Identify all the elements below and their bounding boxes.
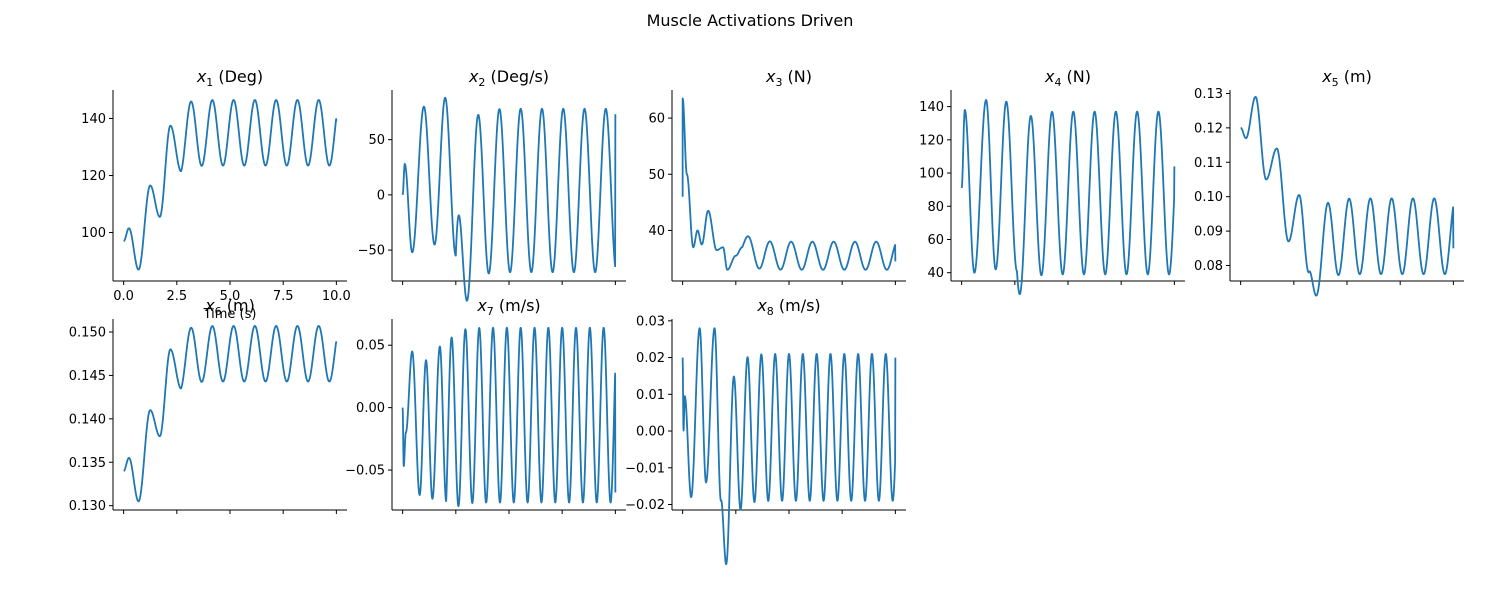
- title-unit: (m): [1339, 67, 1372, 86]
- y-tick-label: 120: [81, 169, 106, 184]
- y-tick-label: 40: [927, 266, 944, 281]
- subplot-title: x6 (m): [204, 296, 255, 318]
- subplot-title: x7 (m/s): [476, 296, 540, 318]
- subplot-title: x1 (Deg): [196, 67, 263, 89]
- y-tick-label: 0.140: [69, 412, 106, 427]
- subplot-6: x6 (m) 0.130 0.135 0.140 0.145 0.150: [69, 296, 347, 514]
- y-tick-label: −0.02: [625, 498, 665, 513]
- y-tick-label: 0.150: [69, 326, 106, 341]
- series-line: [122, 325, 338, 503]
- subplot-3: x3 (N) 40 50 60: [648, 67, 906, 285]
- title-variable: x: [1044, 67, 1055, 86]
- y-tick-label: 0.13: [1194, 87, 1223, 102]
- x-axis-label: Time (s): [203, 307, 257, 322]
- y-tick-label: 0: [377, 188, 385, 203]
- series-line: [960, 99, 1176, 296]
- series-line: [681, 327, 897, 566]
- series-line: [1239, 95, 1455, 297]
- y-tick-label: 0.00: [356, 401, 385, 416]
- title-variable: x: [204, 296, 215, 315]
- title-subscript: 5: [1332, 76, 1339, 89]
- y-tick-label: 0.135: [69, 456, 106, 471]
- title-variable: x: [765, 67, 776, 86]
- y-tick-label: 80: [927, 200, 944, 215]
- title-unit: (N): [782, 67, 812, 86]
- subplot-2: x2 (Deg/s) −50 0 50: [358, 67, 626, 302]
- y-tick-label: 0.12: [1194, 121, 1223, 136]
- series-line: [401, 326, 617, 508]
- subplot-5: x5 (m) 0.08 0.09 0.10 0.11 0.12 0.13: [1194, 67, 1464, 297]
- y-tick-label: 120: [919, 133, 944, 148]
- subplot-8: x8 (m/s) −0.02 −0.01 0.00 0.01 0.02 0.03: [625, 296, 906, 566]
- series-line: [122, 99, 338, 271]
- title-subscript: 6: [215, 305, 222, 318]
- title-subscript: 4: [1054, 76, 1061, 89]
- y-tick-label: 0.10: [1194, 190, 1223, 205]
- x-tick-label: 5.0: [220, 289, 241, 304]
- subplot-title: x8 (m/s): [756, 296, 820, 318]
- title-variable: x: [476, 296, 487, 315]
- subplot-4: x4 (N) 40 60 80 100 120 140: [919, 67, 1185, 296]
- x-tick-label: 10.0: [322, 289, 351, 304]
- y-tick-label: 60: [927, 233, 944, 248]
- y-tick-label: 0.01: [636, 388, 665, 403]
- title-unit: (m/s): [774, 296, 821, 315]
- title-subscript: 7: [487, 305, 494, 318]
- y-tick-label: 100: [919, 167, 944, 182]
- y-tick-label: −0.05: [345, 464, 385, 479]
- y-tick-label: 0.03: [636, 314, 665, 329]
- subplot-title: x3 (N): [765, 67, 812, 89]
- title-unit: (m/s): [494, 296, 541, 315]
- y-tick-label: 0.00: [636, 425, 665, 440]
- y-tick-label: 0.145: [69, 369, 106, 384]
- series-line: [681, 97, 897, 271]
- subplot-title: x2 (Deg/s): [468, 67, 549, 89]
- y-tick-label: 50: [648, 168, 665, 183]
- title-variable: x: [1321, 67, 1332, 86]
- y-tick-label: 0.09: [1194, 225, 1223, 240]
- title-subscript: 8: [767, 305, 774, 318]
- title-variable: x: [468, 67, 479, 86]
- y-tick-label: 40: [648, 224, 665, 239]
- y-tick-label: −0.01: [625, 461, 665, 476]
- title-unit: (Deg): [213, 67, 263, 86]
- subplot-title: x5 (m): [1321, 67, 1372, 89]
- y-tick-label: 140: [81, 112, 106, 127]
- y-tick-label: 0.05: [356, 339, 385, 354]
- title-variable: x: [196, 67, 207, 86]
- y-tick-label: 0.08: [1194, 259, 1223, 274]
- y-tick-label: 50: [368, 133, 385, 148]
- y-tick-label: 0.02: [636, 351, 665, 366]
- y-tick-label: −50: [358, 244, 385, 259]
- y-tick-label: 0.130: [69, 499, 106, 514]
- y-tick-label: 0.11: [1194, 156, 1223, 171]
- y-tick-label: 60: [648, 112, 665, 127]
- title-unit: (N): [1061, 67, 1091, 86]
- x-tick-label: 7.5: [273, 289, 294, 304]
- x-tick-label: 2.5: [166, 289, 187, 304]
- y-tick-label: 100: [81, 226, 106, 241]
- title-variable: x: [756, 296, 767, 315]
- series-line: [401, 96, 617, 302]
- title-subscript: 1: [206, 76, 213, 89]
- title-subscript: 3: [775, 76, 782, 89]
- y-tick-label: 140: [919, 100, 944, 115]
- title-unit: (m): [222, 296, 255, 315]
- title-subscript: 2: [478, 76, 485, 89]
- subplot-title: x4 (N): [1044, 67, 1091, 89]
- x-tick-label: 0.0: [113, 289, 134, 304]
- figure-title: Muscle Activations Driven: [646, 11, 854, 30]
- subplot-7: x7 (m/s) −0.05 0.00 0.05: [345, 296, 626, 514]
- title-unit: (Deg/s): [485, 67, 549, 86]
